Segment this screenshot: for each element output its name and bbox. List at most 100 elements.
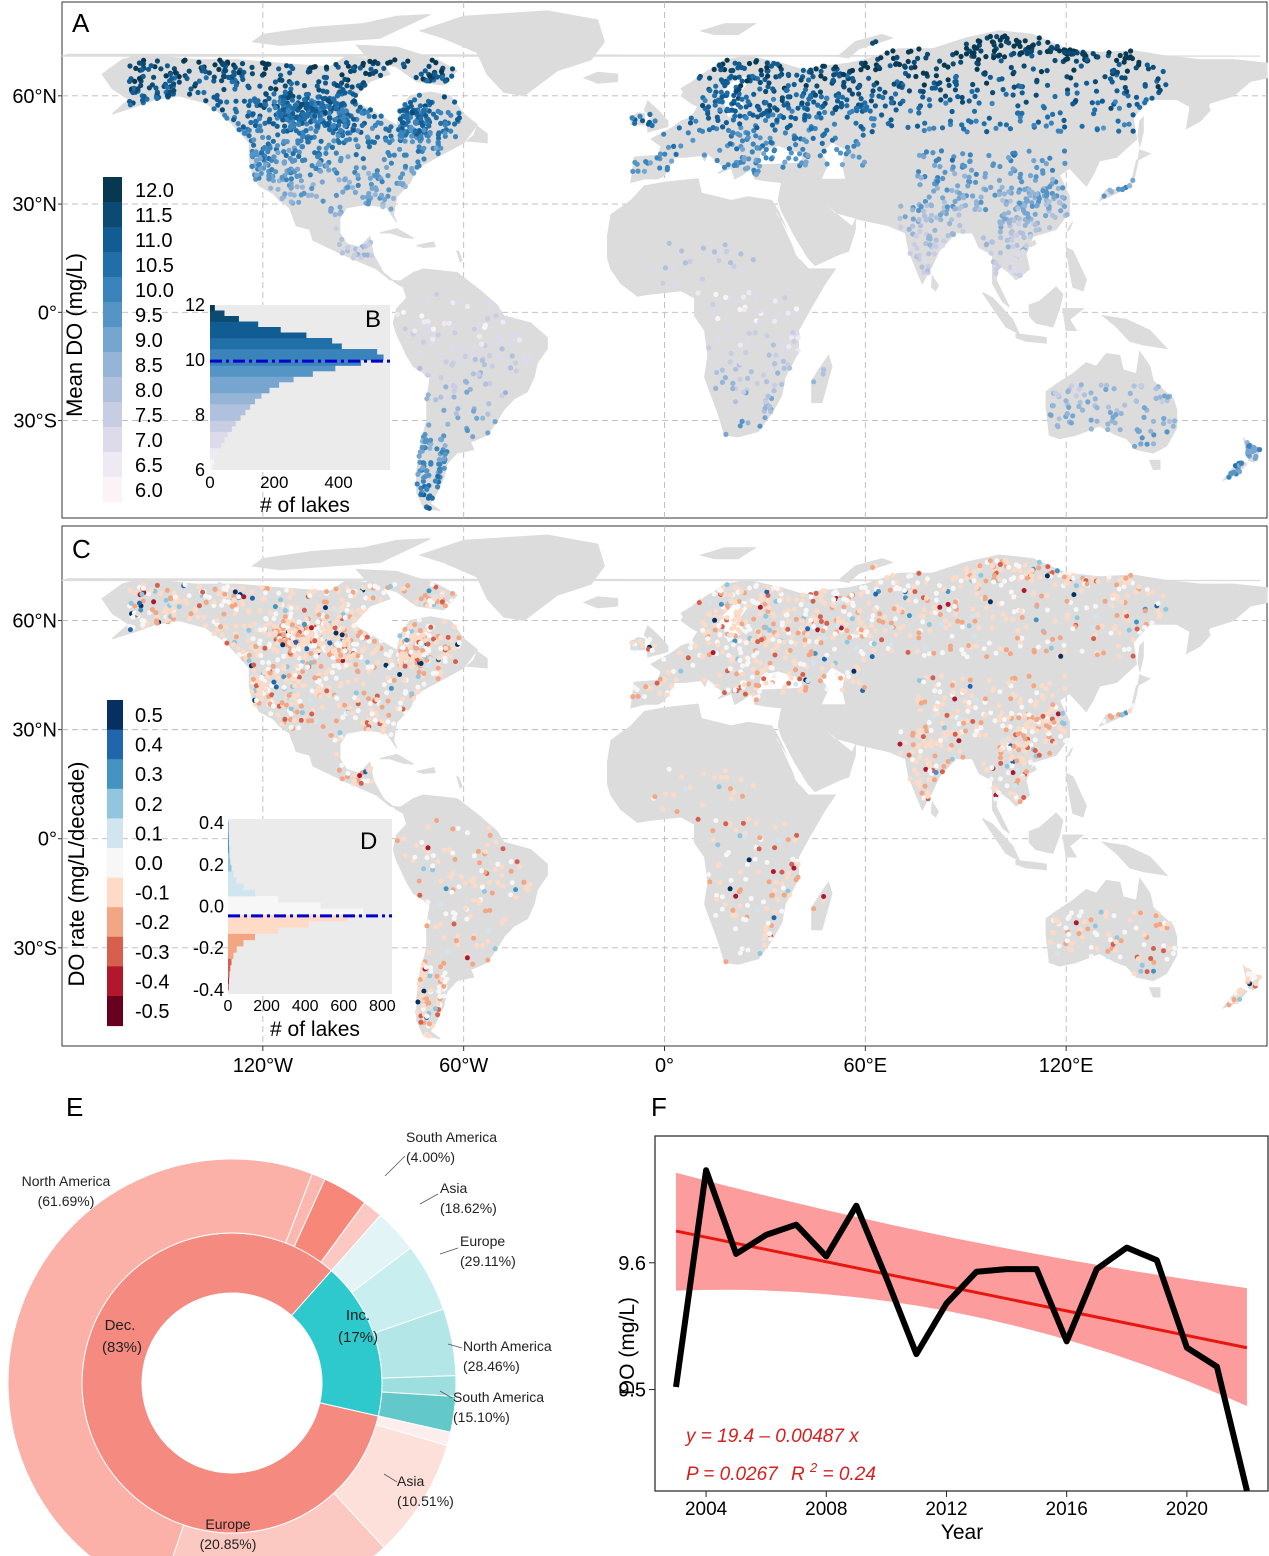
hist-b-bar [210, 349, 378, 355]
lake-point [318, 694, 323, 699]
lake-point [1118, 410, 1124, 417]
lake-point [977, 732, 983, 738]
lake-point [669, 158, 675, 164]
landmass-greenland [418, 534, 605, 622]
lake-point [805, 626, 811, 632]
lake-point [757, 423, 763, 429]
lake-point [246, 658, 252, 664]
lake-point [793, 142, 799, 148]
lake-point [229, 79, 235, 85]
lake-point [1112, 624, 1118, 630]
lake-point [288, 176, 294, 182]
lake-point [1155, 601, 1161, 606]
lake-point [953, 574, 959, 580]
lake-point [1064, 74, 1070, 80]
lake-point [385, 719, 391, 725]
lake-point [233, 98, 239, 104]
lake-point [817, 153, 823, 159]
lake-point [386, 127, 392, 134]
lake-point [715, 117, 721, 123]
lake-point [1148, 428, 1154, 434]
lake-point [956, 212, 962, 218]
lake-point [418, 71, 424, 77]
lake-point [338, 652, 344, 658]
lake-point [688, 645, 693, 651]
lake-point [785, 626, 791, 632]
lake-point [652, 643, 658, 649]
lake-point [224, 99, 230, 105]
lake-point [844, 144, 851, 150]
lake-point [853, 105, 860, 111]
lake-point [456, 110, 462, 116]
lake-point [878, 579, 884, 585]
water-body-4 [775, 211, 809, 262]
legend-tick-label: 11.5 [135, 205, 172, 227]
lake-point [282, 89, 288, 95]
lake-point [441, 456, 447, 462]
lake-point [1018, 608, 1024, 614]
lake-point [388, 649, 394, 655]
lake-point [353, 152, 359, 158]
lake-point [320, 198, 326, 204]
lake-point [323, 74, 330, 81]
lake-point [379, 718, 385, 724]
lake-point [452, 330, 458, 336]
lake-point [647, 111, 653, 117]
lake-point [378, 113, 384, 119]
lake-point [913, 233, 919, 239]
lake-point [772, 382, 778, 388]
lake-point [402, 138, 408, 144]
hist-b-bar [210, 354, 384, 361]
lake-point [1123, 575, 1129, 581]
lake-point [245, 113, 251, 119]
lake-point [735, 102, 741, 108]
lake-point [350, 185, 356, 191]
lake-point [221, 585, 227, 591]
lake-point [813, 590, 819, 596]
lake-point [339, 236, 345, 242]
lake-point [750, 637, 756, 643]
lake-point [1004, 257, 1010, 263]
lake-point [997, 250, 1004, 256]
lake-point [786, 344, 792, 350]
lake-point [385, 193, 391, 199]
lake-point [915, 580, 921, 586]
lake-point [239, 61, 246, 67]
lake-point [991, 572, 997, 578]
lake-point [847, 635, 853, 640]
lake-point [717, 147, 723, 153]
lake-point [314, 608, 320, 614]
legend-tick-label: 7.5 [135, 405, 163, 427]
lake-point [375, 659, 380, 665]
lake-point [1012, 257, 1018, 263]
lake-point [326, 110, 332, 116]
lake-point [339, 250, 345, 256]
lake-point [921, 653, 927, 658]
lake-point [715, 315, 721, 322]
lake-point [737, 132, 743, 138]
lake-point [1054, 568, 1060, 574]
lake-point [812, 651, 818, 656]
lake-point [939, 125, 946, 131]
lake-point [485, 938, 491, 944]
lake-point [1006, 714, 1012, 720]
lake-point [464, 427, 470, 434]
landmass-sriLanka [930, 274, 939, 292]
lake-point [1005, 244, 1011, 250]
lake-point [729, 270, 735, 276]
lake-point [366, 170, 372, 176]
lake-point [397, 108, 403, 114]
lake-point [772, 298, 778, 304]
lake-point [258, 128, 264, 134]
lake-point [999, 184, 1005, 190]
lake-point [1007, 126, 1014, 132]
lake-point [998, 58, 1004, 64]
lake-point [335, 658, 341, 664]
lake-point [673, 677, 679, 683]
lake-point [997, 163, 1003, 170]
lake-point [838, 100, 844, 106]
lake-point [749, 674, 755, 680]
lake-point [791, 661, 797, 667]
lake-point [937, 80, 943, 86]
lake-point [176, 74, 182, 80]
